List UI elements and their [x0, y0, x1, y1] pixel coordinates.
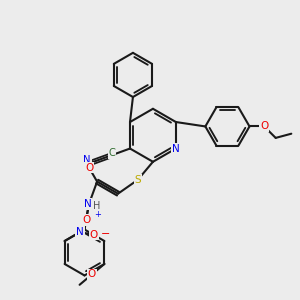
Text: N: N	[76, 227, 84, 237]
Text: −: −	[101, 229, 111, 239]
Text: O: O	[83, 215, 91, 225]
Text: N: N	[83, 155, 91, 165]
Text: O: O	[260, 122, 269, 131]
Text: H: H	[93, 201, 101, 211]
Text: O: O	[85, 163, 93, 172]
Text: O: O	[88, 269, 96, 279]
Text: N: N	[172, 143, 180, 154]
Text: N: N	[83, 199, 91, 209]
Text: O: O	[90, 230, 98, 240]
Text: S: S	[134, 175, 141, 185]
Text: C: C	[109, 148, 116, 158]
Text: +: +	[94, 210, 101, 219]
